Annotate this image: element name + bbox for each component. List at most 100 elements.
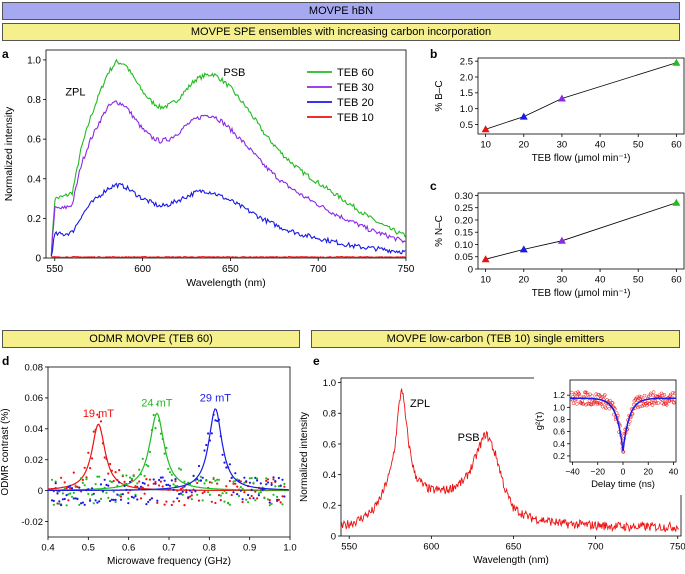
chart-d-data-point	[61, 498, 64, 501]
chart-d-data-point	[132, 496, 135, 499]
chart-d-data-point	[283, 482, 286, 485]
chart-d-data-point	[236, 493, 239, 496]
chart-d-data-point	[94, 483, 97, 486]
chart-a-y-tick-label: 0.4	[27, 174, 41, 185]
chart-e-inset-data-point	[577, 392, 581, 396]
chart-d-data-point	[225, 491, 228, 495]
chart-e-inset-data-point	[636, 405, 641, 410]
chart-b-plot-frame	[477, 57, 685, 135]
chart-a-series-line	[51, 255, 406, 259]
chart-e-inset-data-point	[654, 401, 659, 405]
chart-a-y-tick-label: 1.0	[27, 55, 41, 66]
chart-d-series-label: 24 mT	[141, 397, 172, 409]
chart-d-data-point	[67, 493, 70, 496]
chart-e-inset-data-point	[662, 393, 667, 397]
chart-d-y-tick-label: 0.02	[25, 455, 44, 466]
chart-d-data-point	[179, 468, 182, 471]
chart-d-data-point	[266, 481, 270, 484]
chart-e-inset-data-point	[657, 393, 662, 398]
chart-d-data-point	[243, 491, 246, 494]
chart-d-data-point	[87, 492, 90, 495]
chart-e-inset-data-point	[584, 391, 589, 395]
chart-d-data-point	[216, 482, 219, 485]
chart-d-data-point	[274, 480, 277, 483]
chart-d-data-point	[239, 480, 242, 483]
chart-d-data-point	[148, 478, 152, 481]
chart-e-inset-y-tick-label: 0.2	[553, 451, 565, 461]
chart-d-data-point	[254, 476, 257, 479]
chart-a-annotation-psb: PSB	[223, 67, 245, 79]
chart-e-inset-data-point	[595, 402, 600, 406]
chart-d-data-point	[139, 497, 143, 500]
chart-d-data-point	[190, 494, 193, 497]
chart-d-data-point	[210, 500, 213, 503]
chart-d-data-point	[50, 499, 54, 502]
chart-d-x-tick-label: 0.7	[162, 543, 175, 554]
chart-d-data-point	[96, 413, 99, 416]
chart-d-data-point	[156, 499, 159, 502]
chart-b-data-point	[519, 112, 528, 120]
chart-d-data-point	[125, 474, 128, 477]
chart-a-x-tick-label: 600	[134, 264, 151, 275]
chart-b-x-tick-label: 10	[480, 140, 491, 151]
chart-e-inset-data-point	[631, 407, 635, 411]
chart-e-inset-fit-line	[570, 397, 676, 452]
chart-c-x-tick-label: 60	[671, 275, 682, 286]
panel-letter-e: e	[313, 354, 320, 368]
chart-c-x-tick-label: 20	[518, 275, 529, 286]
chart-c-x-tick-label: 30	[557, 275, 568, 286]
chart-d-data-point	[281, 503, 284, 506]
chart-d-data-point	[63, 497, 66, 501]
chart-e-inset-y-tick-label: 0.4	[553, 439, 565, 449]
banner-odmr: ODMR MOVPE (TEB 60)	[2, 330, 300, 348]
chart-c-y-tick-label: 0.30	[455, 191, 474, 202]
chart-e-inset-data-point	[570, 390, 574, 395]
chart-d-data-point	[154, 480, 157, 483]
chart-d-data-point	[109, 480, 112, 483]
chart-d-data-point	[112, 498, 115, 501]
chart-d-data-point	[165, 500, 168, 503]
chart-d-data-point	[123, 484, 126, 488]
chart-d-data-point	[210, 432, 213, 435]
chart-a-y-tick-label: 0	[35, 254, 41, 265]
chart-d-data-point	[283, 495, 286, 498]
chart-d-data-point	[119, 498, 123, 501]
chart-d-data-point	[139, 485, 143, 488]
chart-e-inset-x-tick-label: −40	[565, 467, 580, 477]
chart-c-x-tick-label: 50	[633, 275, 644, 286]
chart-d-data-point	[121, 474, 124, 477]
chart-d-data-point	[183, 504, 186, 507]
chart-d: 0.4 0.5 0.6 0.7 0.8 0.9 1.0 -0.02 0 0.02 0.04 0.06 0…	[0, 362, 297, 567]
chart-d-data-point	[228, 503, 231, 506]
chart-d-data-point	[70, 487, 74, 490]
chart-d-data-point	[107, 496, 110, 499]
chart-d-data-point	[247, 493, 250, 497]
chart-e-y-tick-label: 0.2	[323, 501, 336, 512]
chart-d-y-tick-label: 0	[38, 486, 43, 497]
chart-e-inset-x-tick-label: 40	[669, 467, 679, 477]
chart-d-y-tick-label: -0.02	[21, 517, 43, 528]
chart-d-data-point	[174, 485, 177, 488]
chart-d-data-point	[141, 481, 144, 484]
chart-d-data-point	[181, 486, 184, 489]
chart-d-data-point	[107, 472, 110, 475]
chart-d-data-point	[163, 503, 166, 506]
chart-d-data-point	[145, 478, 148, 481]
chart-d-data-point	[99, 497, 103, 500]
chart-d-data-point	[129, 480, 132, 483]
chart-d-data-point	[176, 497, 179, 500]
chart-c-data-point	[672, 198, 681, 206]
chart-d-data-point	[270, 483, 273, 486]
chart-e-inset-y-tick-label: 1.2	[553, 390, 565, 400]
chart-d-data-point	[227, 501, 230, 504]
chart-d-data-point	[80, 502, 83, 505]
chart-b-data-point	[481, 125, 490, 133]
chart-d-series-label: 29 mT	[200, 393, 231, 405]
chart-d-data-point	[277, 485, 280, 488]
chart-e-inset: −40 −20 0 20 40 0.2 0.4 0.6 0.8 1.0 1.2 Delay time …	[534, 377, 684, 495]
chart-d-data-point	[90, 487, 94, 490]
chart-d-data-point	[178, 500, 181, 503]
chart-d-data-point	[92, 502, 95, 505]
chart-d-data-point	[136, 482, 139, 485]
chart-d-data-point	[263, 497, 266, 500]
